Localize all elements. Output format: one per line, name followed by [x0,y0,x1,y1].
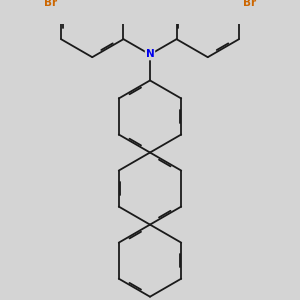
Text: Br: Br [243,0,256,8]
Text: N: N [146,50,154,59]
Text: Br: Br [44,0,57,8]
